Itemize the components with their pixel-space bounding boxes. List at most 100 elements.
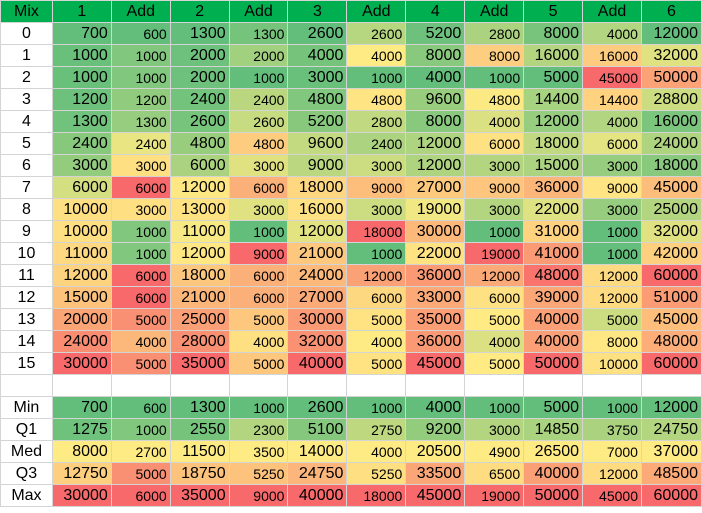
value-cell[interactable]: 14400 — [582, 88, 642, 111]
value-cell[interactable]: 40000 — [523, 308, 584, 331]
value-cell[interactable]: 16000 — [287, 198, 348, 221]
value-cell[interactable]: 30000 — [51, 352, 112, 375]
value-cell[interactable]: 5000 — [110, 462, 171, 485]
value-cell[interactable]: 6500 — [464, 462, 525, 485]
value-cell[interactable]: 6000 — [110, 484, 171, 507]
value-cell[interactable]: 45000 — [640, 308, 702, 331]
value-cell[interactable]: 37000 — [640, 440, 702, 463]
value-cell[interactable]: 10000 — [582, 352, 642, 375]
value-cell[interactable]: 25000 — [640, 198, 702, 221]
empty-cell[interactable] — [287, 374, 348, 397]
value-cell[interactable]: 5200 — [405, 22, 466, 45]
value-cell[interactable]: 8000 — [51, 440, 112, 463]
value-cell[interactable]: 18000 — [346, 220, 407, 243]
value-cell[interactable]: 6000 — [464, 286, 525, 309]
value-cell[interactable]: 8000 — [582, 330, 642, 353]
row-label[interactable]: 4 — [0, 110, 53, 133]
header-cell[interactable]: 6 — [640, 0, 702, 23]
value-cell[interactable]: 28000 — [169, 330, 230, 353]
header-cell-mix[interactable]: Mix — [0, 0, 53, 23]
value-cell[interactable]: 8000 — [405, 110, 466, 133]
value-cell[interactable]: 1300 — [51, 110, 112, 133]
value-cell[interactable]: 32000 — [640, 220, 702, 243]
value-cell[interactable]: 14400 — [523, 88, 584, 111]
value-cell[interactable]: 15000 — [51, 286, 112, 309]
value-cell[interactable]: 60000 — [640, 264, 702, 287]
value-cell[interactable]: 32000 — [640, 44, 702, 67]
value-cell[interactable]: 12750 — [51, 462, 112, 485]
value-cell[interactable]: 9600 — [287, 132, 348, 155]
value-cell[interactable]: 1000 — [346, 396, 407, 419]
value-cell[interactable]: 4000 — [110, 330, 171, 353]
value-cell[interactable]: 22000 — [405, 242, 466, 265]
value-cell[interactable]: 16000 — [640, 110, 702, 133]
value-cell[interactable]: 4000 — [346, 44, 407, 67]
row-label[interactable]: 1 — [0, 44, 53, 67]
value-cell[interactable]: 20000 — [51, 308, 112, 331]
value-cell[interactable]: 12000 — [405, 154, 466, 177]
value-cell[interactable]: 5000 — [228, 352, 289, 375]
value-cell[interactable]: 35000 — [169, 352, 230, 375]
value-cell[interactable]: 45000 — [405, 484, 466, 507]
empty-cell[interactable] — [405, 374, 466, 397]
value-cell[interactable]: 3750 — [582, 418, 642, 441]
value-cell[interactable]: 30000 — [287, 308, 348, 331]
row-label[interactable]: Med — [0, 440, 53, 463]
value-cell[interactable]: 1300 — [110, 110, 171, 133]
header-cell[interactable]: Add — [110, 0, 171, 23]
value-cell[interactable]: 14850 — [523, 418, 584, 441]
value-cell[interactable]: 20500 — [405, 440, 466, 463]
value-cell[interactable]: 9000 — [228, 484, 289, 507]
value-cell[interactable]: 600 — [110, 396, 171, 419]
value-cell[interactable]: 1000 — [110, 220, 171, 243]
value-cell[interactable]: 9600 — [405, 88, 466, 111]
value-cell[interactable]: 31000 — [523, 220, 584, 243]
value-cell[interactable]: 1000 — [464, 220, 525, 243]
value-cell[interactable]: 6000 — [346, 286, 407, 309]
row-label[interactable]: 9 — [0, 220, 53, 243]
value-cell[interactable]: 40000 — [287, 352, 348, 375]
value-cell[interactable]: 6000 — [110, 176, 171, 199]
value-cell[interactable]: 11000 — [169, 220, 230, 243]
value-cell[interactable]: 1000 — [582, 242, 642, 265]
value-cell[interactable]: 700 — [51, 396, 112, 419]
value-cell[interactable]: 12000 — [464, 264, 525, 287]
row-label[interactable]: 10 — [0, 242, 53, 265]
value-cell[interactable]: 27000 — [405, 176, 466, 199]
value-cell[interactable]: 36000 — [405, 330, 466, 353]
value-cell[interactable]: 6000 — [228, 264, 289, 287]
value-cell[interactable]: 41000 — [523, 242, 584, 265]
value-cell[interactable]: 5000 — [228, 308, 289, 331]
value-cell[interactable]: 18750 — [169, 462, 230, 485]
value-cell[interactable]: 24750 — [640, 418, 702, 441]
value-cell[interactable]: 2550 — [169, 418, 230, 441]
empty-cell[interactable] — [0, 374, 53, 397]
value-cell[interactable]: 2600 — [346, 22, 407, 45]
value-cell[interactable]: 4000 — [464, 110, 525, 133]
header-cell[interactable]: Add — [464, 0, 525, 23]
value-cell[interactable]: 4800 — [287, 88, 348, 111]
row-label[interactable]: Q1 — [0, 418, 53, 441]
header-cell[interactable]: Add — [346, 0, 407, 23]
value-cell[interactable]: 18000 — [287, 176, 348, 199]
value-cell[interactable]: 12000 — [405, 132, 466, 155]
value-cell[interactable]: 4900 — [464, 440, 525, 463]
value-cell[interactable]: 6000 — [228, 286, 289, 309]
value-cell[interactable]: 6000 — [464, 132, 525, 155]
value-cell[interactable]: 8000 — [523, 22, 584, 45]
value-cell[interactable]: 6000 — [169, 154, 230, 177]
value-cell[interactable]: 4000 — [582, 110, 642, 133]
value-cell[interactable]: 40000 — [523, 462, 584, 485]
value-cell[interactable]: 19000 — [464, 484, 525, 507]
value-cell[interactable]: 50000 — [523, 484, 584, 507]
value-cell[interactable]: 1000 — [110, 418, 171, 441]
value-cell[interactable]: 3000 — [346, 198, 407, 221]
value-cell[interactable]: 24750 — [287, 462, 348, 485]
value-cell[interactable]: 1000 — [228, 396, 289, 419]
value-cell[interactable]: 2000 — [169, 44, 230, 67]
value-cell[interactable]: 9000 — [228, 242, 289, 265]
value-cell[interactable]: 18000 — [640, 154, 702, 177]
row-label[interactable]: 2 — [0, 66, 53, 89]
value-cell[interactable]: 5250 — [228, 462, 289, 485]
row-label[interactable]: 7 — [0, 176, 53, 199]
